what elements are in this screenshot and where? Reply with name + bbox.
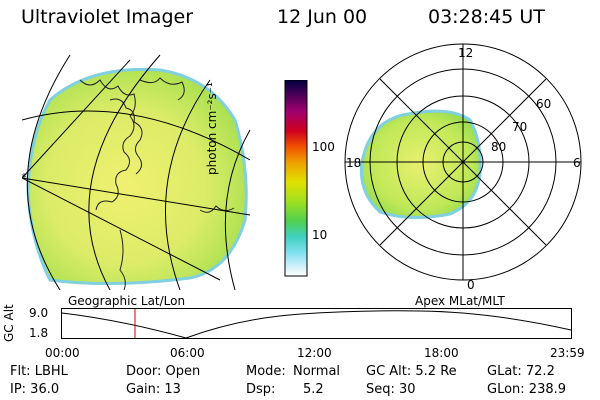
timeline-ytick-low: 1.8: [29, 326, 49, 340]
door-info: Door: Open: [126, 364, 201, 379]
mode-label: Mode:: [246, 364, 286, 379]
date-display: 12 Jun 00: [277, 6, 368, 28]
mlat-label-80: 80: [491, 140, 507, 154]
seq-info: Seq: 30: [366, 382, 416, 397]
gc-alt-info: GC Alt: 5.2 Re: [366, 364, 457, 379]
timeline-xtick-1200: 12:00: [297, 346, 332, 360]
glon-info: GLon: 238.9: [487, 382, 567, 397]
mlt-label-0: 0: [467, 278, 475, 292]
polar-plot-label: Apex MLat/MLT: [415, 294, 505, 308]
gain-info: Gain: 13: [126, 382, 181, 397]
coastline: [79, 79, 136, 211]
altitude-curve: [61, 310, 572, 339]
timeline-ytick-high: 9.0: [29, 306, 49, 320]
altitude-timeline: [61, 308, 572, 339]
colorbar: [284, 80, 308, 277]
colorbar-gradient: [284, 80, 308, 277]
coastline: [139, 77, 185, 101]
timeline-xtick-0600: 06:00: [170, 346, 205, 360]
timeline-xtick-0000: 00:00: [45, 346, 80, 360]
mlt-label-12: 12: [458, 46, 474, 60]
dsp-value: 5.2: [303, 382, 324, 397]
glat-info: GLat: 72.2: [487, 364, 555, 379]
timeline-xtick-2359: 23:59: [550, 346, 585, 360]
geo-map-label: Geographic Lat/Lon: [68, 294, 186, 308]
timeline-xtick-1800: 18:00: [424, 346, 459, 360]
filter-info: Flt: LBHL: [10, 364, 68, 379]
dsp-label: Dsp:: [246, 382, 276, 397]
mlt-label-18: 18: [346, 156, 362, 170]
coastline: [199, 205, 235, 213]
polar-plot: [344, 43, 582, 281]
colorbar-unit-label: photon cm⁻²s⁻¹: [205, 82, 219, 175]
svg-text:*: *: [21, 171, 27, 185]
coastline: [119, 229, 126, 290]
timeline-y-label: GC Alt: [2, 304, 16, 342]
mode-value: Normal: [293, 364, 341, 379]
coastline: [109, 98, 143, 175]
mlt-label-6: 6: [573, 156, 581, 170]
mlat-label-70: 70: [512, 120, 528, 134]
app-title: Ultraviolet Imager: [21, 6, 194, 28]
ip-info: IP: 36.0: [10, 382, 60, 397]
time-display: 03:28:45 UT: [428, 6, 545, 28]
geographic-map: *: [21, 54, 251, 290]
mlat-label-60: 60: [536, 97, 552, 111]
colorbar-tick-10: 10: [312, 228, 328, 242]
colorbar-tick-100: 100: [312, 140, 335, 154]
